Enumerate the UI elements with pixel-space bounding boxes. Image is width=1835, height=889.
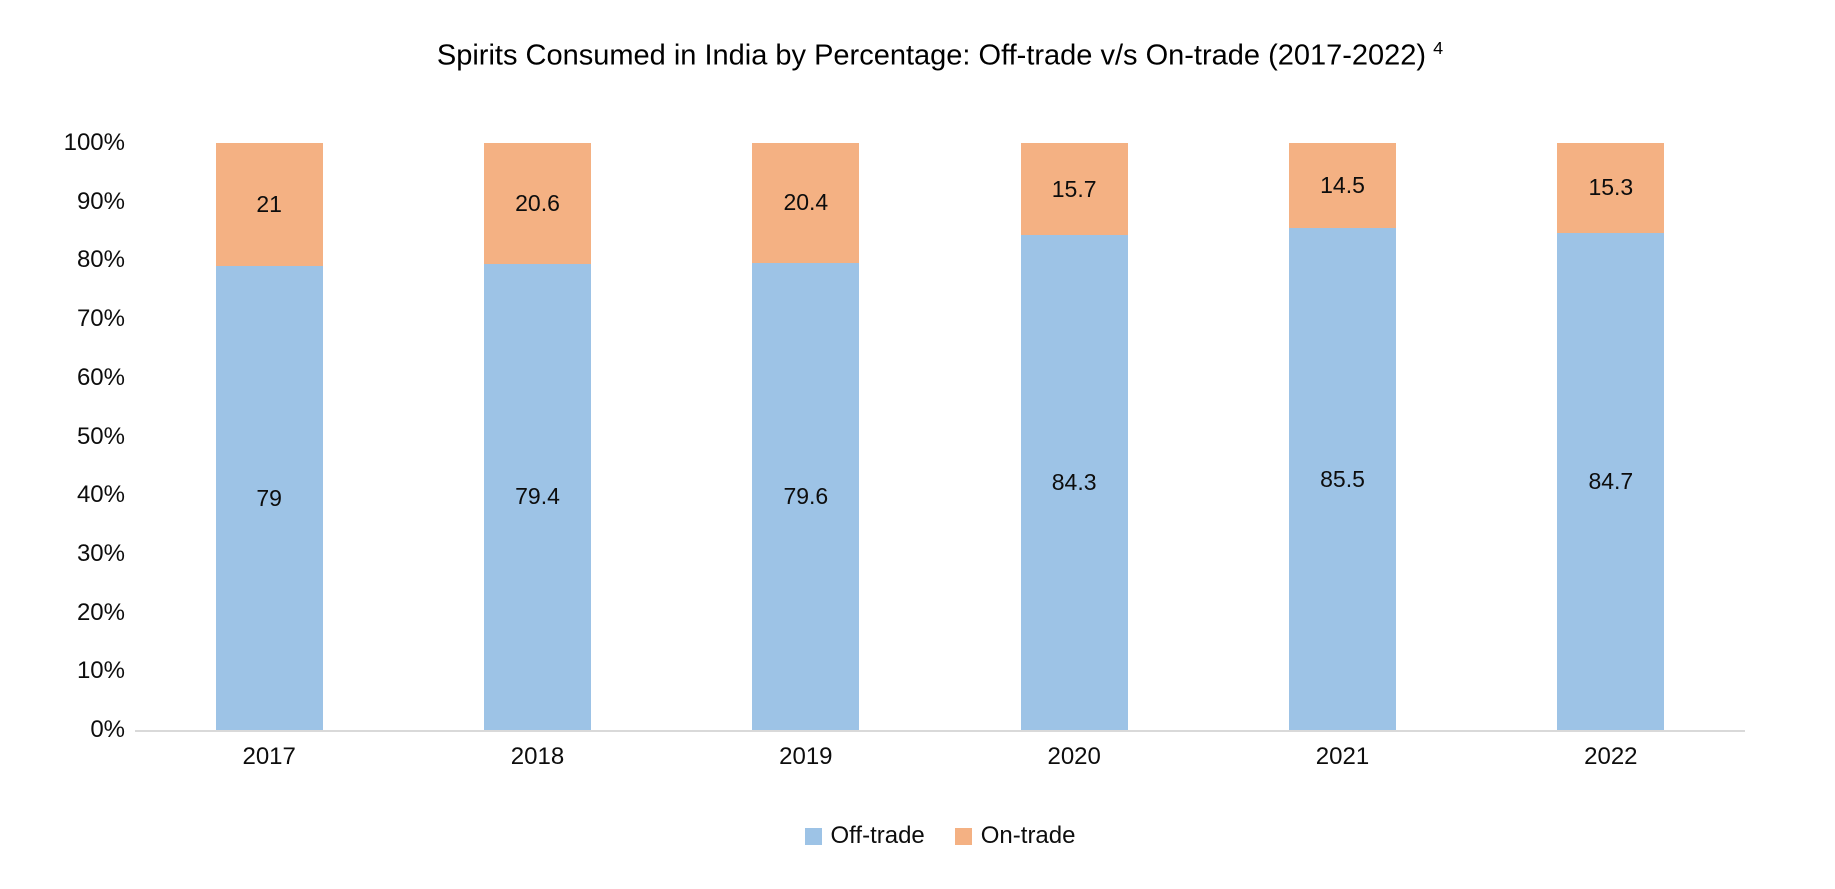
- segment-value-label: 79: [256, 484, 282, 511]
- x-axis-label: 2020: [1047, 743, 1101, 770]
- legend-label: Off-trade: [830, 822, 925, 849]
- off-trade-segment: 84.7: [1557, 232, 1665, 730]
- segment-value-label: 15.7: [1051, 175, 1097, 202]
- segment-value-label: 79.4: [515, 483, 560, 510]
- segment-value-label: 15.3: [1588, 174, 1634, 201]
- segment-value-label: 85.5: [1320, 465, 1365, 492]
- y-axis-tick-label: 100%: [63, 129, 125, 156]
- legend-label: On-trade: [980, 822, 1076, 849]
- legend-item-on-trade: On-trade: [954, 822, 1076, 850]
- y-axis-tick-label: 50%: [76, 422, 125, 450]
- segment-value-label: 84.3: [1051, 469, 1097, 496]
- x-axis-label: 2019: [779, 743, 833, 770]
- off-trade-segment: 79: [215, 266, 323, 730]
- y-axis-tick-label: 20%: [76, 598, 125, 626]
- x-axis-label: 2017: [242, 743, 296, 770]
- y-axis-tick-label: 70%: [76, 305, 125, 333]
- x-axis-label: 2022: [1584, 743, 1638, 770]
- segment-value-label: 20.6: [515, 189, 560, 216]
- segment-value-label: 79.6: [783, 482, 829, 509]
- y-axis-tick-label: 40%: [76, 481, 125, 509]
- segment-value-label: 14.5: [1320, 172, 1365, 199]
- off-trade-segment: 85.5: [1289, 228, 1396, 730]
- y-axis-tick-label: 80%: [76, 246, 125, 274]
- segment-value-label: 21: [256, 191, 282, 218]
- plot-area: 79 21 79.4 20.6 79.6 20.4 84.3 15.7 85.5 14.5 84.7…: [135, 143, 1745, 732]
- on-trade-segment: 21: [215, 143, 323, 267]
- y-axis-tick-label: 10%: [76, 657, 125, 685]
- on-trade-segment: 15.3: [1557, 143, 1665, 233]
- legend: Off-trade On-trade: [135, 822, 1745, 850]
- chart-title-superscript: 4: [1433, 38, 1444, 58]
- on-trade-segment: 14.5: [1289, 143, 1396, 229]
- legend-item-off-trade: Off-trade: [804, 822, 925, 850]
- legend-swatch-on-trade: [954, 827, 972, 845]
- segment-value-label: 20.4: [783, 189, 829, 216]
- y-axis-tick-label: 30%: [76, 539, 125, 567]
- y-axis-tick-label: 60%: [76, 363, 125, 391]
- x-axis-label: 2018: [510, 743, 565, 770]
- segment-value-label: 84.7: [1588, 467, 1634, 494]
- off-trade-segment: 79.4: [484, 263, 591, 730]
- off-trade-segment: 79.6: [752, 262, 860, 730]
- on-trade-segment: 15.7: [1020, 143, 1128, 236]
- off-trade-segment: 84.3: [1020, 235, 1128, 730]
- chart-title-text: Spirits Consumed in India by Percentage:…: [436, 39, 1427, 72]
- on-trade-segment: 20.4: [752, 143, 860, 263]
- x-axis-label: 2021: [1315, 743, 1370, 770]
- y-axis-tick-label: 0%: [90, 716, 125, 743]
- y-axis-tick-label: 90%: [76, 187, 125, 215]
- legend-swatch-off-trade: [804, 827, 822, 845]
- on-trade-segment: 20.6: [484, 143, 591, 264]
- chart-title: Spirits Consumed in India by Percentage:…: [135, 30, 1745, 74]
